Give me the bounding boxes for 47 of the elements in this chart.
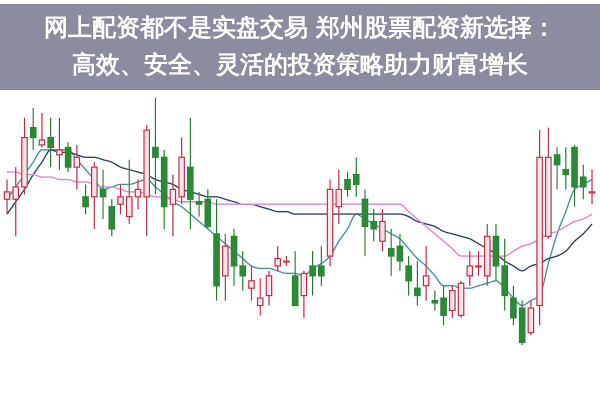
candlestick	[396, 233, 404, 272]
candlestick	[580, 164, 587, 200]
candlestick	[352, 156, 360, 198]
candlestick	[466, 250, 474, 286]
candlestick	[266, 270, 272, 306]
candlestick	[448, 285, 456, 318]
candlestick	[405, 255, 412, 296]
candlestick	[283, 255, 290, 267]
candlestick	[379, 208, 386, 252]
candlestick	[344, 172, 351, 198]
candlestick	[4, 178, 10, 215]
candlestick	[300, 270, 308, 318]
candlestick	[475, 250, 482, 276]
candlestick	[170, 174, 176, 237]
candlestick	[554, 146, 560, 190]
candlestick	[588, 169, 596, 205]
candlestick	[38, 112, 46, 148]
candlestick	[422, 246, 430, 302]
candlestick	[152, 97, 159, 195]
candlestick	[440, 285, 447, 326]
candlestick	[64, 142, 72, 173]
candlestick	[47, 117, 54, 168]
candlestick	[274, 246, 281, 272]
candlestick	[414, 260, 421, 306]
candlestick	[239, 250, 246, 292]
candlestick	[12, 166, 20, 237]
candlestick	[510, 285, 517, 326]
candlestick	[335, 169, 342, 225]
candlestick	[82, 184, 89, 215]
candlestick	[388, 228, 394, 276]
candlestick	[309, 250, 316, 296]
candlestick	[126, 159, 133, 225]
candlestick	[248, 265, 255, 302]
candlestick	[117, 184, 124, 215]
candlestick	[134, 178, 142, 210]
candlestick	[74, 144, 80, 190]
candlestick	[370, 208, 378, 242]
candlestick	[256, 278, 264, 316]
chart-title: 网上配资都不是实盘交易 郑州股票配资新选择：高效、安全、灵活的投资策略助力财富增长	[44, 14, 556, 79]
candlestick	[196, 191, 202, 218]
candlestick	[30, 107, 36, 150]
candlestick	[100, 169, 106, 220]
candlestick	[562, 146, 570, 190]
candlestick	[432, 290, 438, 312]
candlestick	[108, 198, 116, 237]
candlestick	[318, 246, 325, 286]
candlestick	[56, 117, 63, 170]
